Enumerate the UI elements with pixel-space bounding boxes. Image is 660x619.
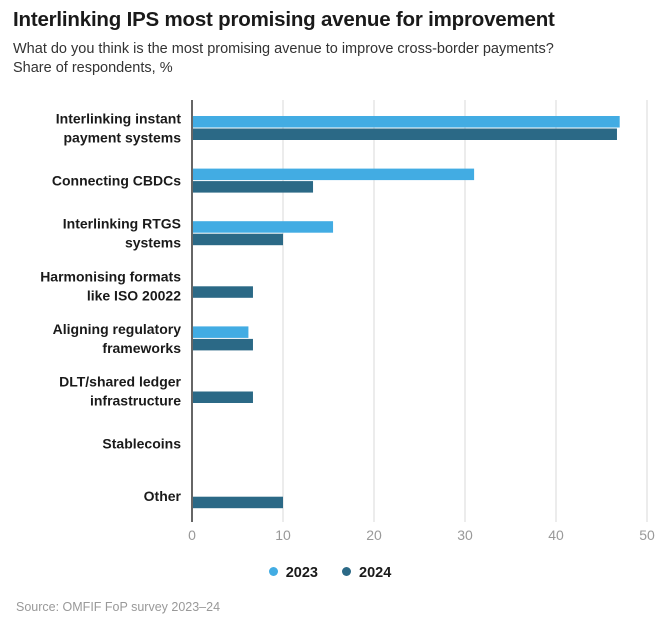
- bar-2024-5: [193, 391, 253, 403]
- category-label-2: Interlinking RTGS systems: [63, 216, 181, 251]
- legend-label-2024: 2024: [359, 565, 392, 581]
- legend-label-2023: 2023: [285, 565, 318, 581]
- subtitle-unit: Share of respondents, %: [13, 60, 173, 76]
- legend-item-2023: 2023: [268, 565, 318, 581]
- legend-dot-2023: [268, 567, 278, 576]
- x-axis-ticks: 0 10 20 30 40 50: [188, 527, 655, 543]
- legend: 2023 2024: [0, 565, 660, 581]
- x-tick-label-40: 40: [548, 527, 564, 543]
- bar-2023-2: [193, 221, 334, 233]
- bar-2023-0: [193, 116, 620, 128]
- legend-dot-2024: [342, 567, 352, 576]
- bar-2024-0: [193, 128, 617, 140]
- x-tick-label-20: 20: [366, 527, 382, 543]
- bar-2023-4: [193, 326, 249, 338]
- category-labels: Interlinking instant payment systems Conne…: [40, 111, 181, 505]
- bar-chart: Interlinking instant payment systems Conne…: [40, 100, 655, 543]
- bar-2024-7: [193, 496, 283, 509]
- gridlines: [282, 100, 648, 522]
- category-label-0: Interlinking instant payment systems: [56, 111, 182, 146]
- category-label-5: DLT/shared ledger infrastructure: [59, 374, 181, 409]
- chart-subtitle: What do you think is the most promising …: [13, 40, 554, 78]
- category-label-1: Connecting CBDCs: [52, 173, 181, 189]
- bar-2024-4: [193, 338, 253, 351]
- bar-2024-1: [193, 181, 314, 193]
- x-tick-label-10: 10: [275, 527, 291, 543]
- category-label-4: Aligning regulatory frameworks: [53, 321, 182, 356]
- category-label-7: Other: [144, 488, 182, 504]
- source-note: Source: OMFIF FoP survey 2023–24: [16, 600, 221, 614]
- x-tick-label-30: 30: [457, 527, 473, 543]
- legend-item-2024: 2024: [342, 565, 391, 581]
- bar-2023-1: [193, 168, 475, 181]
- bar-2024-3: [193, 286, 253, 298]
- bars: [193, 116, 620, 509]
- bar-2024-2: [193, 233, 283, 246]
- chart-title: Interlinking IPS most promising avenue f…: [13, 8, 555, 31]
- x-tick-label-0: 0: [188, 527, 196, 543]
- x-tick-label-50: 50: [639, 527, 655, 543]
- category-label-6: Stablecoins: [102, 436, 181, 452]
- subtitle-question: What do you think is the most promising …: [13, 41, 554, 57]
- category-label-3: Harmonising formats like ISO 20022: [40, 268, 181, 303]
